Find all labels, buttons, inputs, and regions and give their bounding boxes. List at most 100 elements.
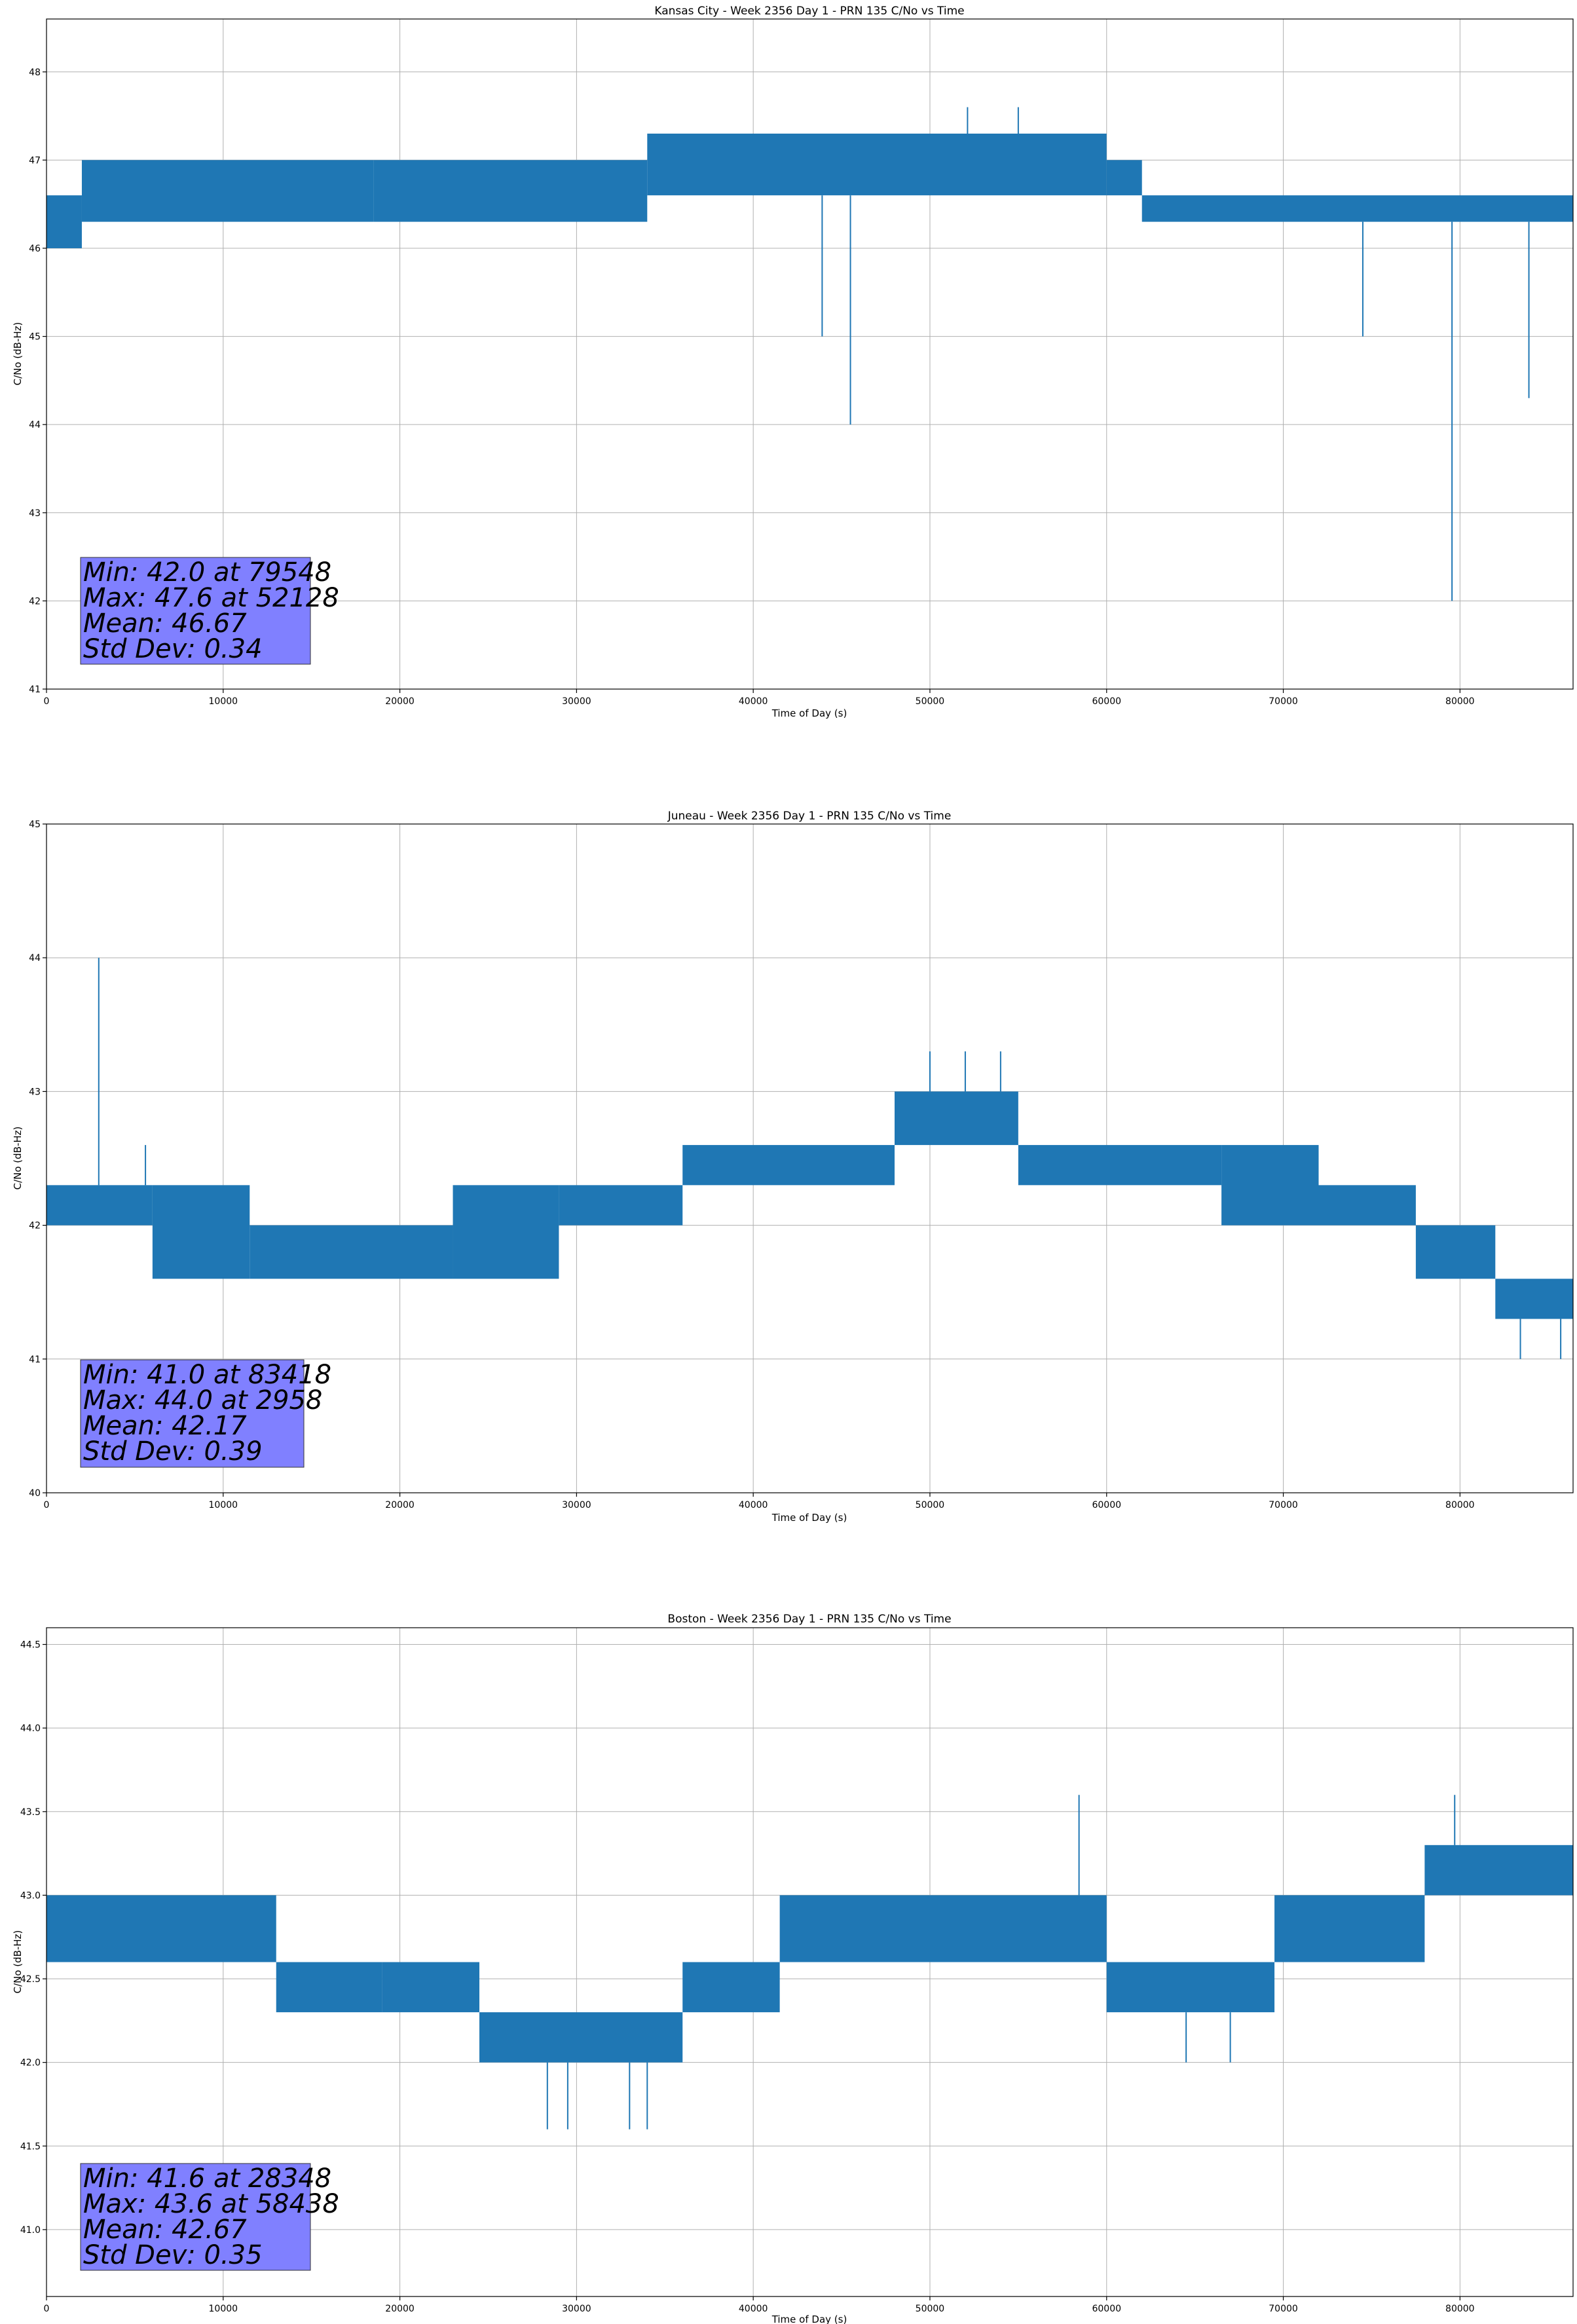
x-tick-label: 40000 — [739, 2304, 768, 2314]
stats-max: Max: 47.6 at 52128 — [83, 583, 339, 613]
x-tick-label: 10000 — [209, 1500, 238, 1510]
series-band — [276, 1962, 382, 2013]
x-axis-label: Time of Day (s) — [771, 2314, 847, 2324]
x-tick-label: 80000 — [1445, 1500, 1475, 1510]
x-tick-label: 40000 — [739, 696, 768, 707]
series-band — [152, 1185, 250, 1279]
series-band — [1106, 1962, 1275, 2013]
series-band — [559, 1185, 683, 1226]
x-tick-label: 50000 — [916, 2304, 945, 2314]
x-tick-label: 80000 — [1445, 2304, 1475, 2314]
y-tick-label: 43.0 — [20, 1890, 41, 1901]
x-tick-label: 60000 — [1092, 2304, 1121, 2314]
y-tick-label: 43 — [29, 1087, 41, 1097]
y-tick-label: 43.5 — [20, 1807, 41, 1818]
y-axis-label: C/No (dB-Hz) — [12, 322, 24, 386]
y-tick-label: 42 — [29, 1221, 41, 1231]
x-tick-label: 80000 — [1445, 696, 1475, 707]
series-band — [1141, 195, 1573, 222]
x-tick-label: 50000 — [916, 1500, 945, 1510]
y-tick-label: 42.0 — [20, 2058, 41, 2069]
stats-std-dev: Std Dev: 0.34 — [83, 634, 263, 664]
x-tick-label: 20000 — [385, 1500, 415, 1510]
y-tick-label: 45 — [29, 332, 41, 343]
x-tick-label: 50000 — [916, 696, 945, 707]
stats-min: Min: 42.0 at 79548 — [83, 557, 331, 588]
y-tick-label: 44.0 — [20, 1723, 41, 1734]
series-band — [682, 1962, 780, 2013]
stats-min: Min: 41.6 at 28348 — [83, 2164, 331, 2194]
y-tick-label: 42 — [29, 596, 41, 607]
series-band — [1018, 1145, 1222, 1186]
series-band — [647, 133, 895, 196]
chart-title: Kansas City - Week 2356 Day 1 - PRN 135 … — [654, 5, 964, 18]
series-band — [1106, 160, 1142, 196]
plot-area — [46, 1627, 1574, 2297]
series-band — [1424, 1845, 1573, 1896]
stats-std-dev: Std Dev: 0.39 — [83, 1436, 263, 1467]
x-tick-label: 70000 — [1269, 2304, 1298, 2314]
x-tick-label: 10000 — [209, 696, 238, 707]
chart-panel-kansas-city: Kansas City - Week 2356 Day 1 - PRN 135 … — [12, 5, 1574, 719]
series-band — [895, 133, 1107, 196]
x-tick-label: 40000 — [739, 1500, 768, 1510]
x-tick-label: 70000 — [1269, 696, 1298, 707]
y-tick-label: 48 — [29, 67, 41, 78]
chart-title: Boston - Week 2356 Day 1 - PRN 135 C/No … — [667, 1613, 951, 1626]
stats-mean: Mean: 42.17 — [83, 1411, 247, 1441]
x-axis-label: Time of Day (s) — [771, 707, 847, 719]
x-tick-label: 30000 — [562, 696, 591, 707]
y-tick-label: 44 — [29, 953, 41, 964]
stats-max: Max: 44.0 at 2958 — [83, 1385, 322, 1415]
stats-min: Min: 41.0 at 83418 — [83, 1360, 331, 1390]
stats-mean: Mean: 46.67 — [83, 609, 247, 639]
series-band — [779, 1895, 1107, 1962]
series-band — [46, 1185, 153, 1226]
series-band — [895, 1091, 1018, 1146]
x-tick-label: 30000 — [562, 1500, 591, 1510]
y-axis-label: C/No (dB-Hz) — [12, 1127, 24, 1190]
series-band — [682, 1145, 895, 1186]
chart-panel-boston: Boston - Week 2356 Day 1 - PRN 135 C/No … — [12, 1613, 1574, 2324]
chart-panel-juneau: Juneau - Week 2356 Day 1 - PRN 135 C/No … — [12, 810, 1574, 1524]
series-band — [1221, 1145, 1319, 1226]
x-tick-label: 10000 — [209, 2304, 238, 2314]
series-band — [1318, 1185, 1416, 1226]
y-axis-label: C/No (dB-Hz) — [12, 1930, 24, 1994]
x-tick-label: 60000 — [1092, 1500, 1121, 1510]
y-tick-label: 41 — [29, 1355, 41, 1365]
y-tick-label: 44.5 — [20, 1640, 41, 1651]
y-tick-label: 41.0 — [20, 2225, 41, 2236]
stats-std-dev: Std Dev: 0.35 — [83, 2240, 263, 2270]
y-tick-label: 45 — [29, 819, 41, 830]
y-tick-label: 43 — [29, 508, 41, 519]
x-tick-label: 20000 — [385, 696, 415, 707]
series-band — [250, 1225, 453, 1279]
series-band — [1274, 1895, 1425, 1962]
stats-max: Max: 43.6 at 58438 — [83, 2189, 339, 2219]
y-tick-label: 46 — [29, 244, 41, 254]
x-tick-label: 0 — [44, 1500, 50, 1510]
x-tick-label: 0 — [44, 2304, 50, 2314]
stats-box: Min: 42.0 at 79548 Max: 47.6 at 52128 Me… — [80, 557, 339, 665]
series-band — [81, 160, 374, 222]
x-axis-label: Time of Day (s) — [771, 1512, 847, 1524]
series-band — [373, 160, 648, 222]
stats-box: Min: 41.6 at 28348 Max: 43.6 at 58438 Me… — [80, 2163, 339, 2271]
plot-area — [46, 823, 1574, 1493]
x-tick-label: 0 — [44, 696, 50, 707]
y-tick-label: 42.5 — [20, 1974, 41, 1985]
stats-mean: Mean: 42.67 — [83, 2215, 247, 2245]
y-tick-label: 47 — [29, 155, 41, 166]
series-band — [46, 1895, 276, 1962]
x-tick-label: 30000 — [562, 2304, 591, 2314]
x-tick-label: 20000 — [385, 2304, 415, 2314]
chart-title: Juneau - Week 2356 Day 1 - PRN 135 C/No … — [667, 810, 952, 823]
plot-area — [46, 18, 1574, 690]
series-band — [1415, 1225, 1496, 1279]
series-band — [382, 1962, 479, 2013]
series-band — [453, 1185, 559, 1279]
y-tick-label: 40 — [29, 1488, 41, 1499]
x-tick-label: 60000 — [1092, 696, 1121, 707]
